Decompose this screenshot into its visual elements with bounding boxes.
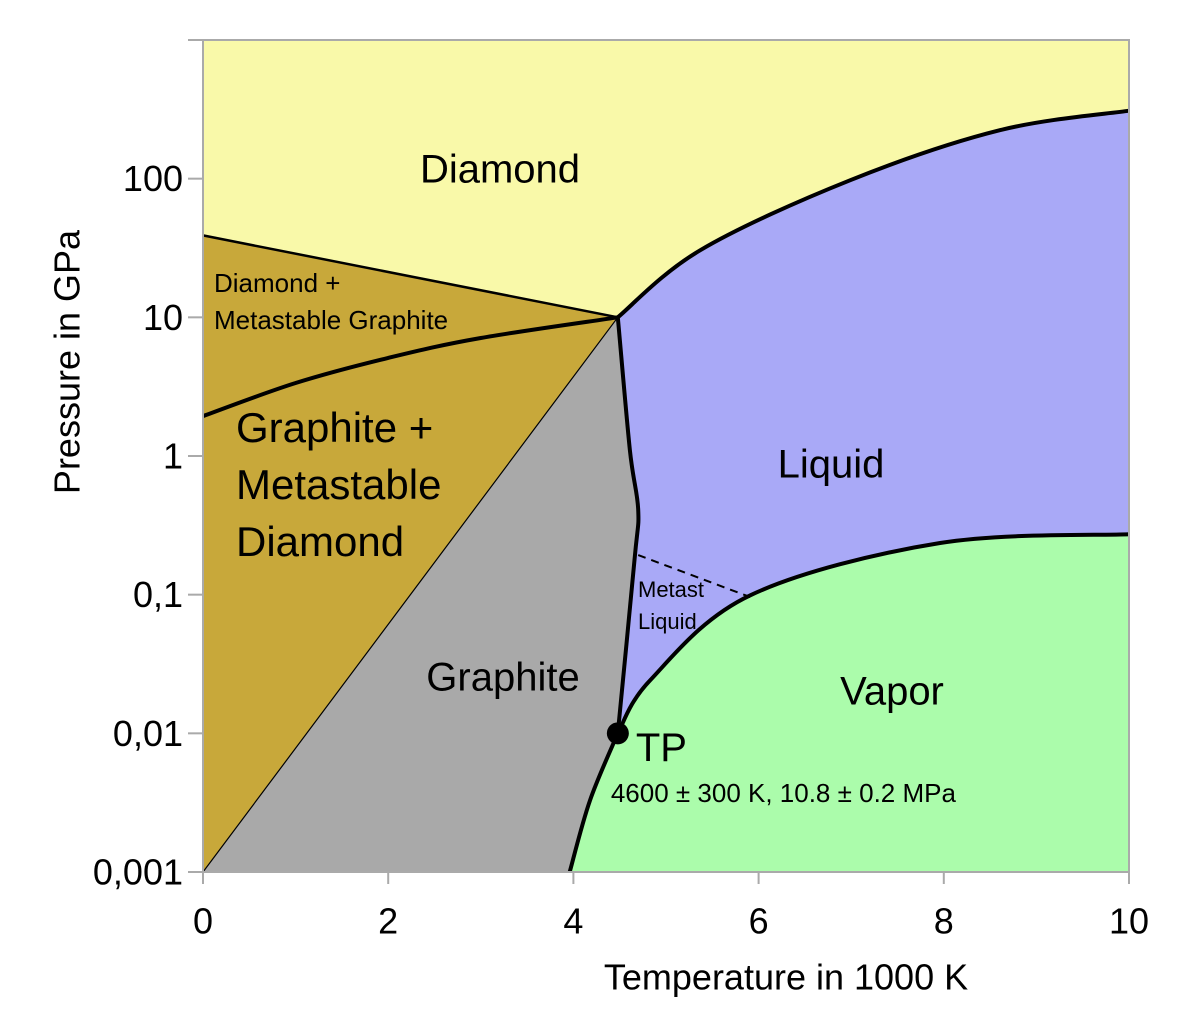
region-label: Diamond + [214, 268, 340, 298]
triple-point [606, 722, 629, 745]
phase-boundary [637, 554, 751, 599]
phase-boundary [615, 317, 641, 734]
triple-point-label: TP [636, 726, 687, 770]
y-axis-label: Pressure in GPa [47, 229, 88, 494]
region-label: Graphite [426, 656, 579, 700]
x-tick-label: 6 [749, 901, 769, 942]
x-axis-label: Temperature in 1000 K [604, 957, 968, 998]
region-label: Metast [638, 577, 704, 602]
boundaries [202, 108, 1130, 873]
region-label: Vapor [840, 670, 944, 714]
region-label: Metastable Graphite [214, 305, 448, 335]
region-label: Diamond [236, 518, 404, 565]
y-tick-label: 10 [143, 297, 183, 338]
region-label: Liquid [638, 609, 697, 634]
phase-boundary [202, 316, 619, 873]
phase-boundary [616, 108, 1130, 319]
phase-boundary [202, 315, 619, 418]
x-tick-label: 10 [1109, 901, 1149, 942]
triple-point-note: 4600 ± 300 K, 10.8 ± 0.2 MPa [611, 778, 957, 808]
phase-boundary [567, 732, 620, 873]
region-label: Graphite + [236, 404, 433, 451]
labels: Diamond Diamond + Metastable Graphite Graph… [214, 148, 956, 809]
y-tick-label: 1 [163, 436, 183, 477]
y-tick-label: 0,1 [133, 574, 183, 615]
region-label: Metastable [236, 461, 441, 508]
x-tick-label: 4 [563, 901, 583, 942]
x-tick-label: 8 [934, 901, 954, 942]
region-label: Diamond [420, 148, 580, 192]
y-tick-label: 100 [123, 158, 183, 199]
axes: 0 2 4 6 8 10 0,001 0,01 0,1 1 10 100 [93, 39, 1149, 942]
region-label: Liquid [778, 443, 885, 487]
phase-boundary [616, 532, 1130, 735]
x-tick-label: 0 [193, 901, 213, 942]
x-tick-label: 2 [378, 901, 398, 942]
y-tick-label: 0,01 [113, 713, 183, 754]
y-tick-label: 0,001 [93, 852, 183, 893]
phase-boundary [202, 234, 619, 319]
